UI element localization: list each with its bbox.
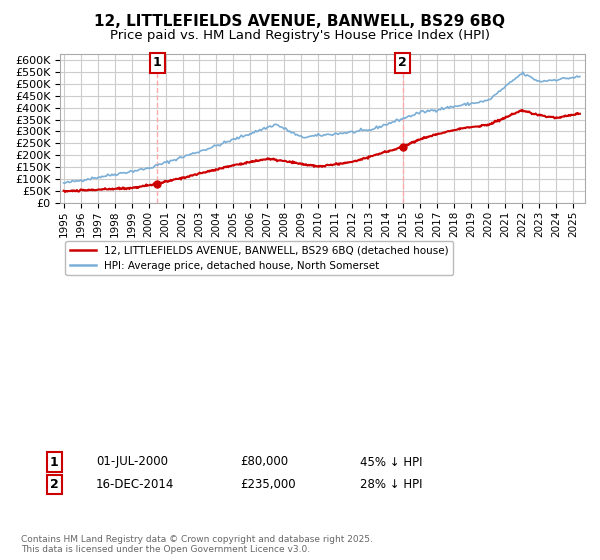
Text: 12, LITTLEFIELDS AVENUE, BANWELL, BS29 6BQ: 12, LITTLEFIELDS AVENUE, BANWELL, BS29 6…	[95, 14, 505, 29]
Text: 2: 2	[50, 478, 58, 491]
Text: 2: 2	[398, 57, 407, 69]
Text: 1: 1	[50, 455, 58, 469]
Text: 01-JUL-2000: 01-JUL-2000	[96, 455, 168, 469]
Text: Price paid vs. HM Land Registry's House Price Index (HPI): Price paid vs. HM Land Registry's House …	[110, 29, 490, 42]
Text: Contains HM Land Registry data © Crown copyright and database right 2025.
This d: Contains HM Land Registry data © Crown c…	[21, 535, 373, 554]
Legend: 12, LITTLEFIELDS AVENUE, BANWELL, BS29 6BQ (detached house), HPI: Average price,: 12, LITTLEFIELDS AVENUE, BANWELL, BS29 6…	[65, 241, 453, 275]
Text: 28% ↓ HPI: 28% ↓ HPI	[360, 478, 422, 491]
Text: £235,000: £235,000	[240, 478, 296, 491]
Text: 1: 1	[152, 57, 161, 69]
Text: 45% ↓ HPI: 45% ↓ HPI	[360, 455, 422, 469]
Text: 16-DEC-2014: 16-DEC-2014	[96, 478, 175, 491]
Text: £80,000: £80,000	[240, 455, 288, 469]
